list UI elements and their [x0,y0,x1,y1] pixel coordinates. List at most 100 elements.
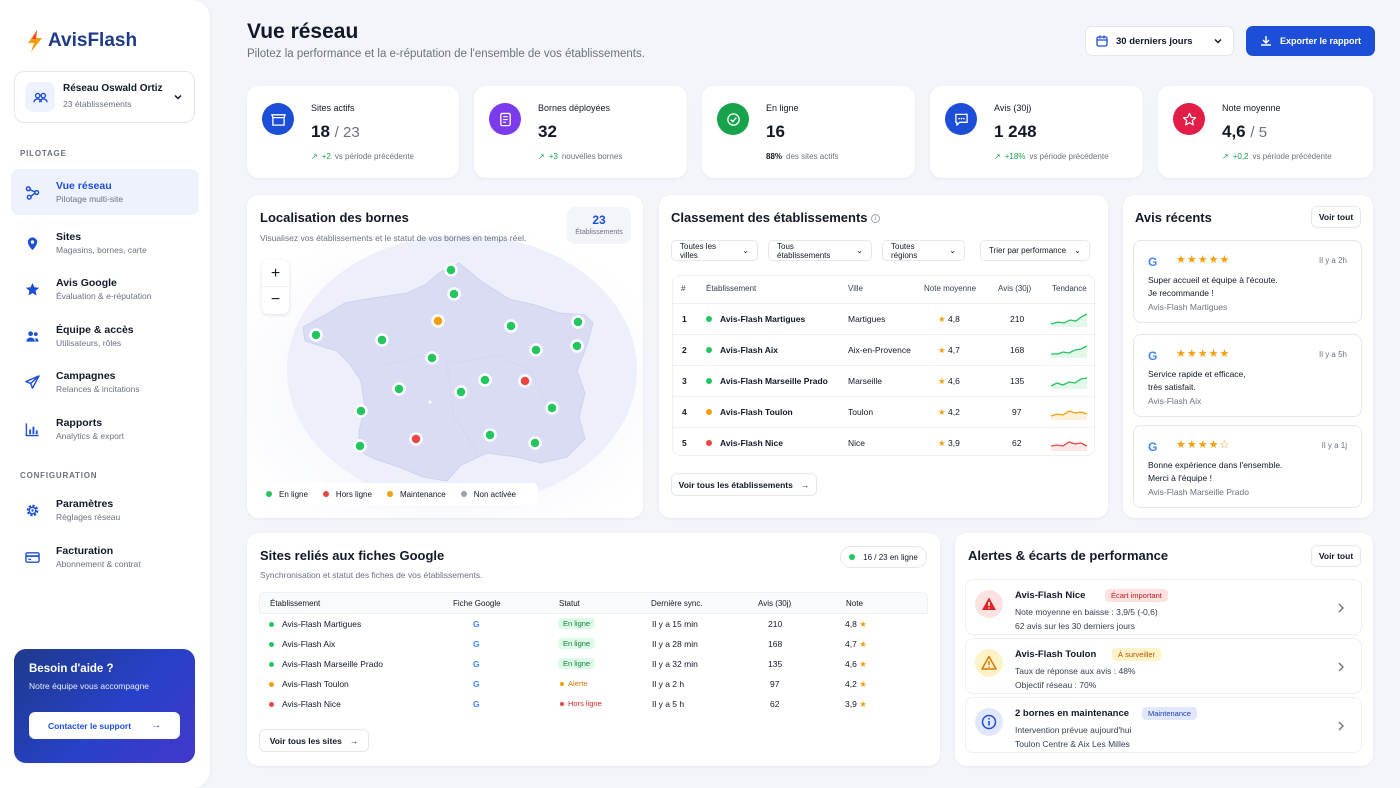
table-row[interactable]: 3 Avis-Flash Marseille Prado Marseille ★… [673,365,1096,396]
nav-item-parametres[interactable]: Paramètres Réglages réseau [11,487,199,533]
nav-item-label: Rapports [56,417,103,429]
users-icon [26,330,39,342]
nav-item-label: Sites [56,231,82,243]
chat-icon [945,103,977,135]
chevron-right-icon [1338,662,1344,672]
sparkline [1051,345,1088,358]
ranking-title: Classement des établissements i [671,210,881,225]
table-row[interactable]: Avis-Flash Aix G En ligne Il y a 28 min … [259,634,928,654]
nav-item-campagnes[interactable]: Campagnes Relances & incitations [11,359,199,405]
star-rating: ★★★★★ [1176,348,1231,360]
chevron-down-icon: ⌄ [1074,246,1081,255]
review-item[interactable]: G ★★★★★ Il y a 2h Super accueil et équip… [1133,240,1362,323]
col-note: Note moyenne [924,284,977,293]
contact-support-button[interactable]: Contacter le support → [29,712,180,739]
star-rating: ★★★★☆ [1176,439,1231,451]
zoom-out-button[interactable]: − [270,291,281,308]
alerts-title: Alertes & écarts de performance [968,548,1169,563]
nav-section-config: CONFIGURATION [20,471,98,480]
review-item[interactable]: G ★★★★★ Il y a 5h Service rapide et effi… [1133,334,1362,417]
kpi-delta: 88% des sites actifs [766,152,839,161]
table-row[interactable]: 1 Avis-Flash Martigues Martigues ★ 4,8 2… [673,303,1096,334]
filter-villes[interactable]: Toutes les villes ⌄ [671,240,758,261]
alerts-see-all-button[interactable]: Voir tout [1311,545,1361,567]
see-all-establishments-button[interactable]: Voir tous les établissements → [671,473,817,496]
kpi-card-en-ligne: En ligne 16 88% des sites actifs [702,86,915,178]
info-icon [975,708,1003,736]
france-map[interactable] [247,195,643,518]
nav-section-pilotage: PILOTAGE [20,149,67,158]
table-row[interactable]: 4 Avis-Flash Toulon Toulon ★ 4,2 97 [673,396,1096,427]
kpi-card-sites: Sites actifs 18 / 23 ↗ +2 vs période précé… [247,86,459,178]
network-name: Réseau Oswald Ortiz [63,82,163,94]
google-icon: G [1148,349,1158,363]
map-count: 23 [592,213,606,227]
kpi-card-avis: Avis (30j) 1 248 ↗ +18% vs période précéde… [930,86,1143,178]
period-selector[interactable]: 30 derniers jours [1085,26,1234,56]
chevron-down-icon [1214,39,1222,44]
warning-icon [975,590,1003,618]
kpi-delta: ↗ +0,2 vs période précédente [1222,152,1332,161]
alert-item[interactable]: 2 bornes en maintenance Maintenance Inte… [965,697,1362,753]
bar-chart-icon [25,422,39,436]
table-row[interactable]: 5 Avis-Flash Nice Nice ★ 3,9 62 [673,427,1096,458]
brand-logo[interactable]: Avis Flash [26,30,137,52]
status-badge: Alerte [555,678,593,689]
credit-card-icon [25,551,40,563]
brand-name-a: Avis [48,30,88,51]
google-title: Sites reliés aux fiches Google [260,548,445,563]
nav-item-rapports[interactable]: Rapports Analytics & export [11,406,199,452]
table-row[interactable]: Avis-Flash Martigues G En ligne Il y a 1… [259,614,928,634]
nav-item-facturation[interactable]: Facturation Abonnement & contrat [11,534,199,580]
reviews-see-all-button[interactable]: Voir tout [1311,206,1361,228]
nav-item-label: Équipe & accès [56,324,134,336]
table-row[interactable]: Avis-Flash Toulon G Alerte Il y a 2 h 97… [259,674,928,694]
export-report-button[interactable]: Exporter le rapport [1246,26,1375,56]
period-label: 30 derniers jours [1116,35,1193,47]
nav-item-sub: Magasins, bornes, carte [56,245,147,255]
filter-etablissements[interactable]: Tous établissements ⌄ [768,240,872,261]
page-title: Vue réseau [247,20,359,43]
table-row[interactable]: Avis-Flash Nice G Hors ligne Il y a 5 h … [259,694,928,714]
sparkline [1050,313,1088,327]
star-icon [25,282,40,295]
network-selector[interactable]: Réseau Oswald Ortiz 23 établissements [14,71,195,123]
kpi-label: Avis (30j) [994,103,1032,113]
contact-support-label: Contacter le support [47,720,132,731]
google-icon: G [473,659,480,669]
location-pin-icon [27,236,38,250]
map-subtitle: Visualisez vos établissements et le stat… [260,233,527,243]
table-row[interactable]: Avis-Flash Marseille Prado G En ligne Il… [259,654,928,674]
filter-regions[interactable]: Toutes régions ⌄ [882,240,965,261]
status-badge: À surveiller [1112,648,1162,661]
arrow-right-icon: → [349,735,359,746]
map-legend: En ligne Hors ligne Maintenance Non acti… [260,483,538,505]
nav-item-vue-reseau[interactable]: Vue réseau Pilotage multi-site [11,169,199,215]
star-icon: ★ [859,639,867,649]
star-icon: ★ [859,679,867,689]
nav-item-equipe[interactable]: Équipe & accès Utilisateurs, rôles [11,313,199,359]
chevron-down-icon: ⌄ [856,246,863,255]
calendar-icon [1096,35,1108,47]
table-row[interactable]: 2 Avis-Flash Aix Aix-en-Provence ★ 4,7 1… [673,334,1096,365]
alert-item[interactable]: Avis-Flash Nice Écart important Note moy… [965,579,1362,635]
info-icon: i [871,214,881,223]
see-all-sites-button[interactable]: Voir tous les sites → [259,729,369,752]
status-badge: En ligne [558,618,596,629]
nav-item-avis-google[interactable]: Avis Google Évaluation & e-réputation [11,266,199,312]
review-item[interactable]: G ★★★★☆ Il y a 1j Bonne expérience dans … [1133,425,1362,508]
zoom-in-button[interactable]: + [262,260,289,287]
col-ville: Ville [848,284,863,293]
chevron-down-icon [174,94,182,100]
ranking-table: # Établissement Ville Note moyenne Avis … [672,275,1096,458]
filter-sort[interactable]: Trier par performance ⌄ [980,240,1090,261]
legend-offline: Hors ligne [322,490,372,499]
online-count-badge: 16 / 23 en ligne [840,546,927,568]
alert-item[interactable]: Avis-Flash Toulon À surveiller Taux de r… [965,638,1362,694]
network-count: 23 établissements [63,98,132,109]
status-badge: Écart important [1105,589,1168,602]
chevron-down-icon: ⌄ [949,246,956,255]
nav-item-sites[interactable]: Sites Magasins, bornes, carte [11,220,199,266]
nav-item-label: Paramètres [56,498,114,510]
store-icon [262,103,294,135]
